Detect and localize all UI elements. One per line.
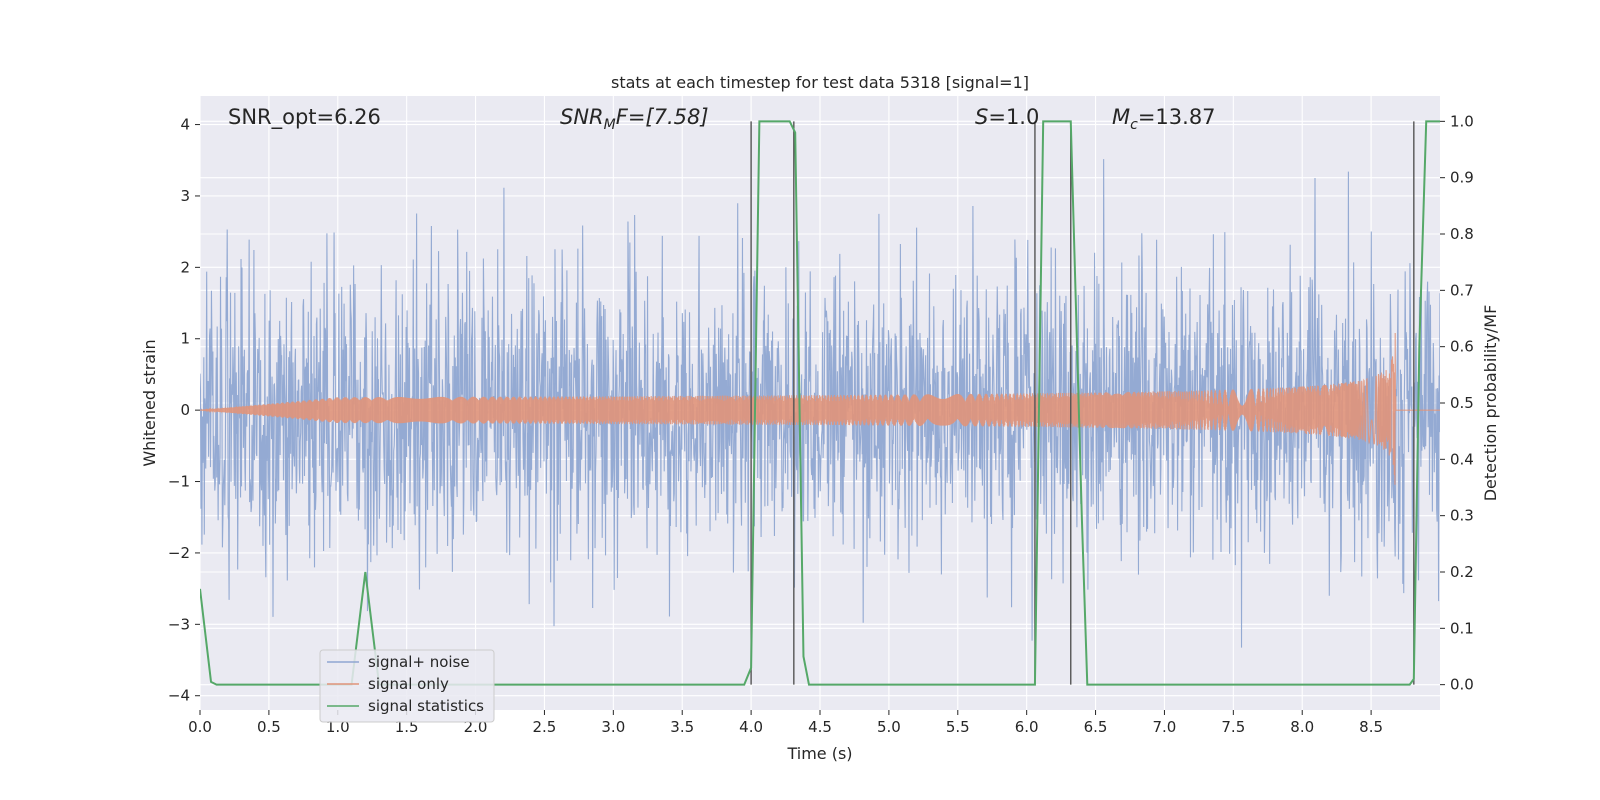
x-tick-label: 4.0	[739, 718, 763, 736]
y-tick-label-right: 0.6	[1450, 338, 1474, 356]
legend-label-signal-only: signal only	[368, 675, 449, 693]
x-tick-label: 4.5	[808, 718, 832, 736]
x-tick-label: 2.5	[533, 718, 557, 736]
y-tick-label-left: −3	[168, 615, 190, 633]
series-signal-statistics	[200, 120, 1440, 686]
x-tick-label: 8.5	[1359, 718, 1383, 736]
annotation-mc: Mc=13.87	[1112, 105, 1216, 133]
signal-statistics-line	[200, 120, 1440, 686]
axis-ticks: 0.0 0.5 1.0 1.5 2.0 2.5 3.0 3.5 4.0 4.5 5.0 5.5 6.0 6…	[168, 112, 1474, 736]
y-tick-label-left: 1	[180, 330, 190, 348]
y-tick-label-right: 0.5	[1450, 394, 1474, 412]
x-tick-label: 3.0	[601, 718, 625, 736]
y-tick-label-right: 0.9	[1450, 169, 1474, 187]
x-tick-label: 5.0	[877, 718, 901, 736]
x-tick-label: 0.5	[257, 718, 281, 736]
x-tick-label: 8.0	[1290, 718, 1314, 736]
y-tick-label-left: −1	[168, 473, 190, 491]
y-tick-label-right: 0.2	[1450, 563, 1474, 581]
x-tick-label: 7.5	[1221, 718, 1245, 736]
y-tick-label-right: 0.1	[1450, 619, 1474, 637]
legend-box	[319, 649, 495, 723]
legend: signal+ noise signal only signal statist…	[319, 649, 495, 723]
y-tick-label-right: 0.0	[1450, 676, 1474, 694]
y-tick-label-right: 0.4	[1450, 450, 1474, 468]
y-tick-label-right: 0.8	[1450, 225, 1474, 243]
x-axis-label: Time (s)	[786, 744, 852, 763]
annotation-s: S=1.0	[975, 105, 1039, 129]
signal-noise-line	[200, 159, 1440, 648]
y-axis-label-right: Detection probability/MF	[1481, 305, 1500, 502]
y-tick-label-left: 4	[180, 116, 190, 134]
y-tick-label-left: 2	[180, 258, 190, 276]
x-tick-label: 6.5	[1084, 718, 1108, 736]
annotation-snr-opt: SNR_opt=6.26	[228, 105, 381, 130]
y-tick-label-right: 1.0	[1450, 112, 1474, 130]
annotation-snr-mf: SNRMF=[7.58]	[560, 105, 709, 133]
legend-label-signal-noise: signal+ noise	[368, 653, 470, 671]
legend-label-signal-statistics: signal statistics	[368, 697, 484, 715]
signal-only-line	[200, 332, 1440, 485]
x-tick-label: 7.0	[1153, 718, 1177, 736]
y-tick-label-left: −4	[168, 687, 190, 705]
y-tick-label-left: −2	[168, 544, 190, 562]
chart-title: stats at each timestep for test data 531…	[611, 73, 1029, 92]
y-tick-label-left: 0	[180, 401, 190, 419]
x-tick-label: 3.5	[670, 718, 694, 736]
series-signal-only	[200, 332, 1440, 485]
y-axis-label-left: Whitened strain	[140, 339, 159, 466]
x-tick-label: 6.0	[1015, 718, 1039, 736]
y-tick-label-right: 0.7	[1450, 281, 1474, 299]
x-tick-label: 0.0	[188, 718, 212, 736]
vertical-markers	[750, 121, 1415, 685]
y-tick-label-left: 3	[180, 187, 190, 205]
y-tick-label-right: 0.3	[1450, 507, 1474, 525]
series-signal-noise	[200, 159, 1440, 648]
x-tick-label: 5.5	[946, 718, 970, 736]
